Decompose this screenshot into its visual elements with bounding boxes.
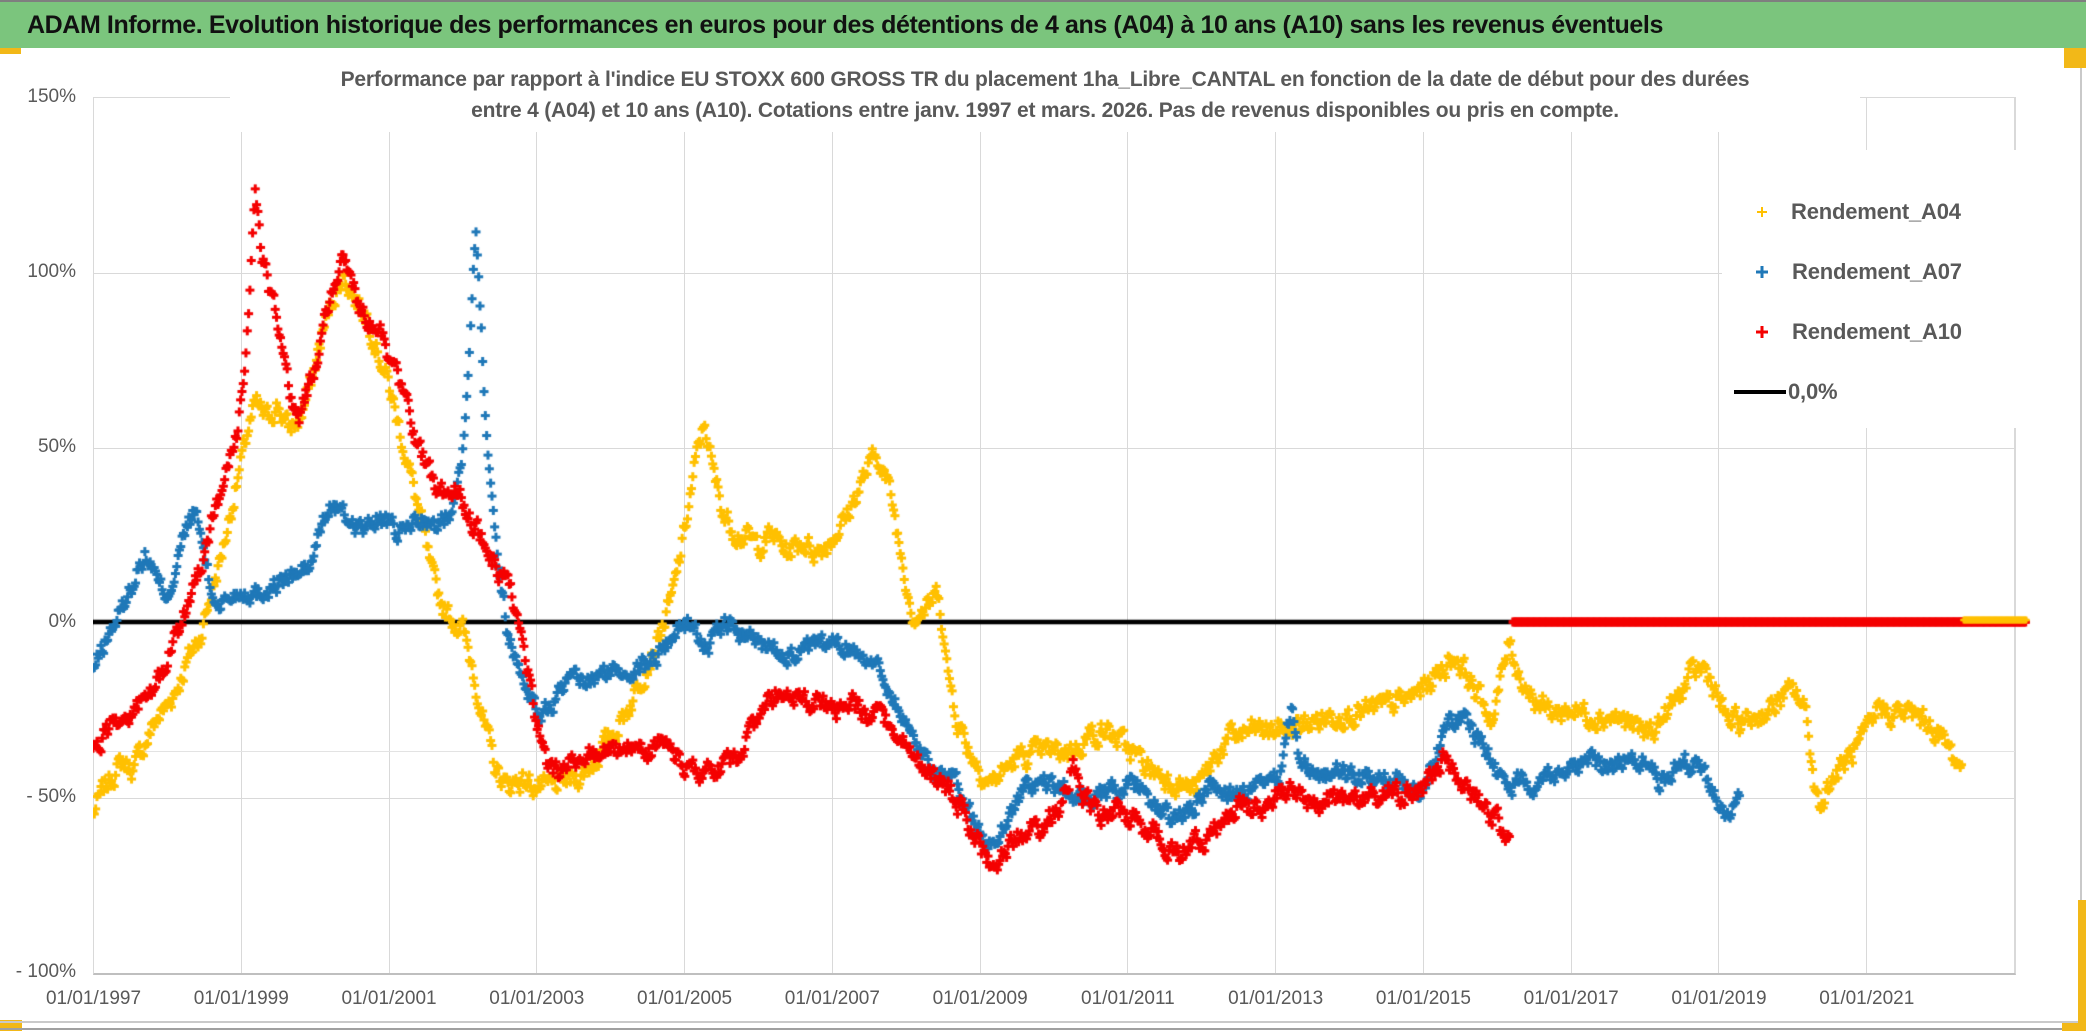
legend-item-rendement-a04: Rendement_A04	[1722, 197, 2080, 227]
plus-marker-icon	[1756, 326, 1768, 338]
accent-top-left	[0, 48, 21, 54]
chart-title-line2: entre 4 (A04) et 10 ans (A10). Cotations…	[471, 99, 1619, 122]
y-tick-label: - 100%	[15, 961, 76, 982]
x-tick-label: 01/01/2007	[784, 988, 880, 1009]
legend-item-0-0-: 0,0%	[1722, 377, 2080, 407]
header-bar: ADAM Informe. Evolution historique des p…	[0, 2, 2086, 48]
plus-marker-icon	[1756, 266, 1768, 278]
bottom-border	[0, 1021, 2078, 1023]
legend-item-rendement-a10: Rendement_A10	[1722, 317, 2080, 347]
y-tick-label: 50%	[37, 436, 76, 457]
legend-item-rendement-a07: Rendement_A07	[1722, 257, 2080, 287]
x-tick-label: 01/01/2005	[637, 988, 733, 1009]
x-tick-label: 01/01/2013	[1228, 988, 1324, 1009]
x-tick-label: 01/01/2019	[1671, 988, 1767, 1009]
chart-title-line1: Performance par rapport à l'indice EU ST…	[340, 68, 1750, 91]
legend: Rendement_A04 Rendement_A07 Rendement_A10 0…	[1722, 150, 2080, 428]
legend-label: Rendement_A10	[1792, 319, 1962, 344]
x-tick-label: 01/01/2003	[489, 988, 585, 1009]
chart-canvas[interactable]	[93, 97, 2038, 972]
x-tick-label: 01/01/2017	[1523, 988, 1619, 1009]
legend-label: Rendement_A04	[1791, 199, 1961, 224]
x-tick-label: 01/01/1999	[193, 988, 289, 1009]
x-tick-label: 01/01/2011	[1081, 988, 1175, 1009]
bottom-shadow	[0, 1028, 2062, 1030]
x-tick-label: 01/01/1997	[45, 988, 142, 1009]
window-top-edge	[0, 0, 2086, 2]
line-marker-icon	[1734, 390, 1786, 394]
accent-top-right	[2064, 48, 2086, 68]
right-border	[2080, 68, 2082, 902]
legend-label: 0,0%	[1788, 379, 1838, 404]
y-tick-label: 100%	[27, 261, 76, 282]
x-tick-label: 01/01/2009	[932, 988, 1028, 1009]
y-tick-label: - 50%	[26, 786, 76, 807]
x-tick-label: 01/01/2015	[1375, 988, 1471, 1009]
chart-title: Performance par rapport à l'indice EU ST…	[230, 60, 1860, 132]
page-title: ADAM Informe. Evolution historique des p…	[27, 10, 1663, 39]
accent-bottom-right	[2062, 1022, 2086, 1031]
y-tick-label: 150%	[27, 86, 76, 107]
legend-label: Rendement_A07	[1792, 259, 1962, 284]
y-tick-label: 0%	[48, 611, 76, 632]
x-tick-label: 01/01/2001	[341, 988, 437, 1009]
accent-right-strip	[2078, 900, 2086, 1031]
x-tick-label: 01/01/2021	[1819, 988, 1915, 1009]
plus-marker-icon	[1757, 207, 1767, 217]
accent-bottom-left	[0, 1020, 22, 1031]
